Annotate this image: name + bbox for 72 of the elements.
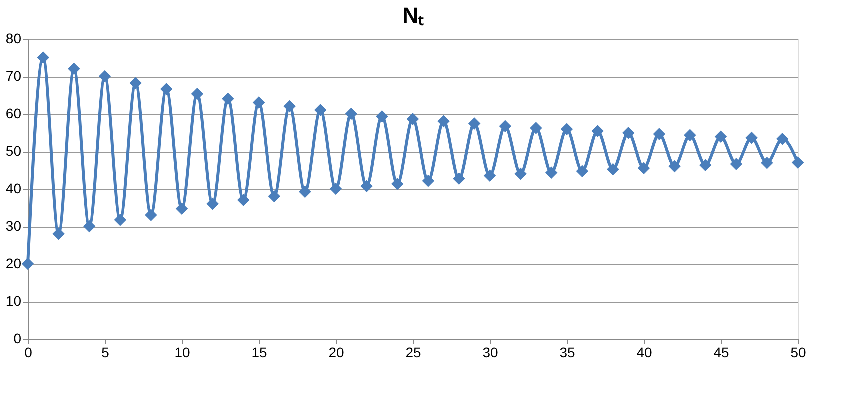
point (145, 209, 158, 222)
point (114, 214, 127, 226)
point (730, 158, 743, 170)
point (668, 160, 681, 173)
point (83, 220, 96, 233)
point (438, 115, 450, 128)
point (376, 110, 388, 123)
point (252, 96, 266, 109)
chart-title: Nₜ (402, 3, 424, 28)
point (560, 123, 574, 136)
x-tick-label: 25 (406, 344, 422, 360)
point (484, 170, 496, 182)
point (406, 113, 420, 126)
x-tick-label: 0 (24, 344, 33, 360)
y-tick-label: 0 (14, 330, 22, 346)
point (499, 120, 512, 132)
point (52, 228, 65, 240)
y-tick-label: 30 (6, 218, 22, 234)
point (545, 166, 558, 179)
point (776, 133, 789, 146)
point (37, 52, 50, 64)
point (191, 88, 204, 100)
point (638, 162, 650, 174)
point (22, 258, 34, 270)
point (68, 62, 80, 76)
x-tick-label: 40 (636, 344, 652, 360)
x-tick-label: 15 (252, 344, 268, 360)
point (206, 198, 219, 210)
point (222, 92, 234, 106)
x-tick-label: 45 (714, 344, 730, 360)
point (576, 165, 589, 178)
y-tick-label: 60 (6, 106, 22, 122)
point (746, 132, 758, 144)
point (684, 129, 696, 142)
point (314, 104, 327, 116)
point (345, 108, 358, 120)
x-tick-label: 50 (790, 344, 806, 360)
point (98, 70, 112, 83)
point (699, 159, 712, 172)
point (160, 83, 173, 96)
x-tick-label: 5 (102, 344, 110, 360)
point (592, 125, 604, 138)
point (714, 130, 728, 143)
point (130, 77, 142, 90)
point (299, 186, 312, 198)
y-tick-label: 10 (6, 293, 22, 309)
x-tick-label: 30 (482, 344, 498, 360)
point (792, 156, 804, 169)
point (607, 163, 620, 176)
y-tick-label: 80 (6, 30, 22, 46)
point (422, 175, 435, 188)
y-tick-label: 70 (6, 68, 22, 84)
point (330, 182, 342, 196)
point (391, 178, 404, 190)
y-tick-label: 50 (6, 143, 22, 159)
point (284, 100, 296, 113)
point (453, 172, 466, 185)
x-tick-label: 10 (174, 344, 190, 360)
point (268, 190, 281, 203)
y-tick-label: 20 (6, 256, 22, 272)
point (237, 194, 250, 206)
point (530, 122, 542, 134)
x-tick-label: 20 (328, 344, 344, 360)
x-tick-label: 35 (560, 344, 576, 360)
point (761, 157, 774, 170)
point (468, 118, 481, 130)
point (360, 180, 373, 192)
point (653, 128, 666, 140)
point (622, 127, 635, 140)
point (176, 202, 188, 215)
point (514, 168, 527, 180)
y-tick-label: 40 (6, 180, 22, 196)
